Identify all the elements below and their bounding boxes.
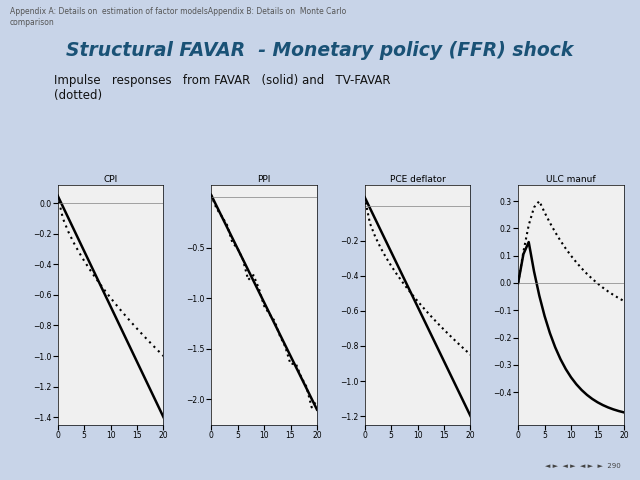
Title: ULC manuf: ULC manuf: [547, 175, 596, 184]
Title: CPI: CPI: [104, 175, 118, 184]
Text: Impulse   responses   from FAVAR   (solid) and   TV-FAVAR
(dotted): Impulse responses from FAVAR (solid) and…: [54, 74, 391, 102]
Text: Appendix A: Details on  estimation of factor modelsAppendix B: Details on  Monte: Appendix A: Details on estimation of fac…: [10, 7, 346, 26]
Title: PCE deflator: PCE deflator: [390, 175, 445, 184]
Text: Structural FAVAR  - Monetary policy (FFR) shock: Structural FAVAR - Monetary policy (FFR)…: [67, 41, 573, 60]
Title: PPI: PPI: [257, 175, 271, 184]
Text: ◄ ►  ◄ ►  ◄ ►  ►  290: ◄ ► ◄ ► ◄ ► ► 290: [545, 463, 621, 469]
